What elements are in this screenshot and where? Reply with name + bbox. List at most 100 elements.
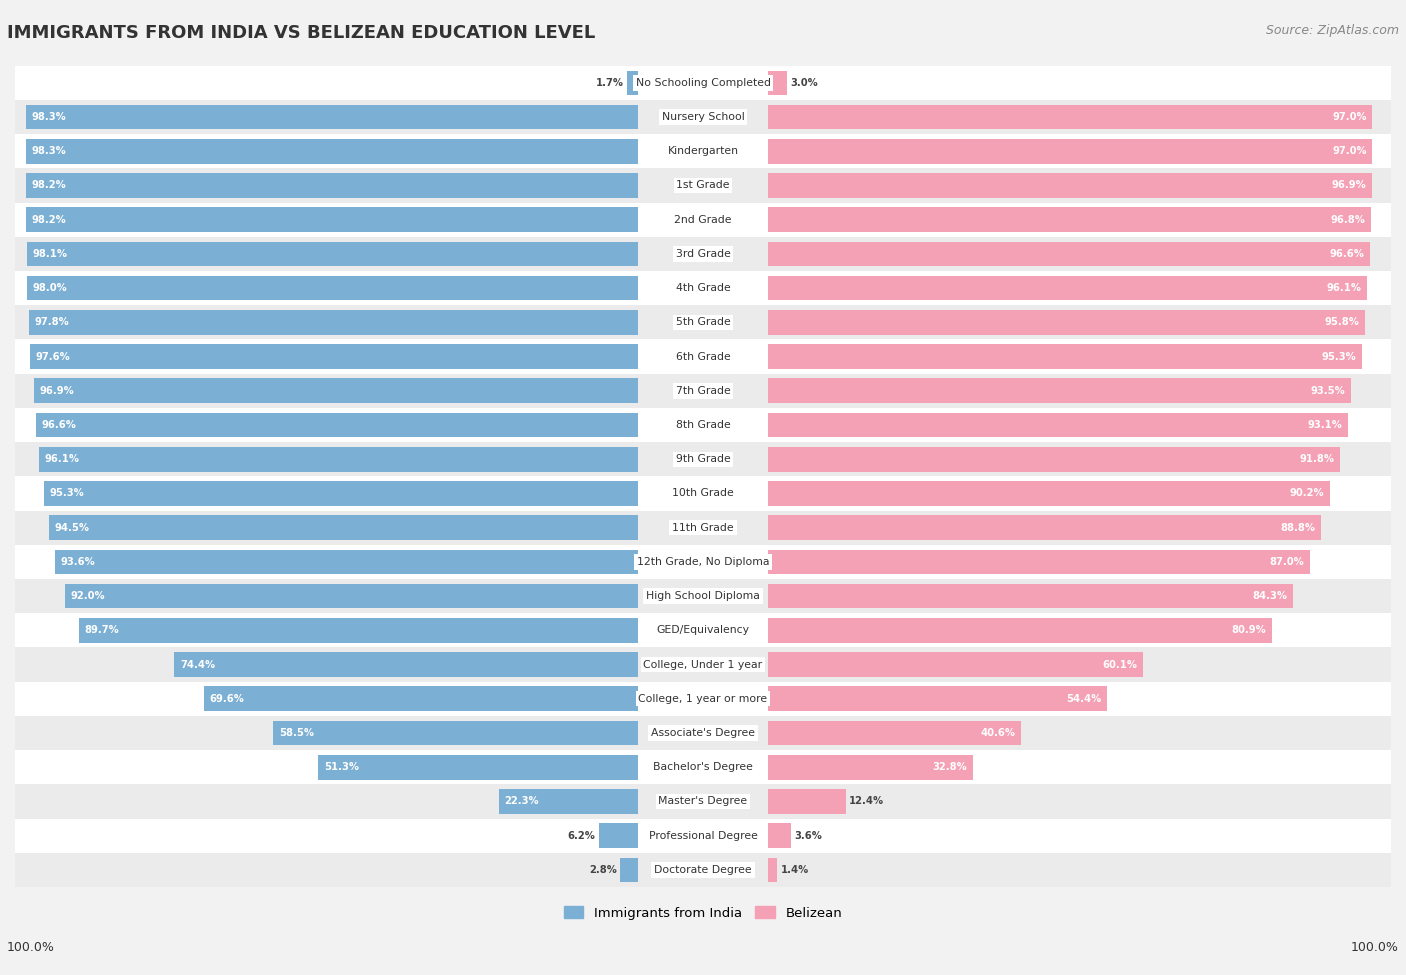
Text: 6th Grade: 6th Grade — [676, 352, 730, 362]
Text: Bachelor's Degree: Bachelor's Degree — [652, 762, 754, 772]
Bar — [15, 442, 1391, 477]
Text: 97.0%: 97.0% — [1333, 112, 1367, 122]
Text: 1.7%: 1.7% — [596, 78, 624, 88]
Bar — [15, 613, 1391, 647]
Bar — [768, 276, 1367, 300]
Bar — [174, 652, 638, 677]
Text: 3rd Grade: 3rd Grade — [675, 249, 731, 259]
Text: 87.0%: 87.0% — [1270, 557, 1305, 566]
Bar — [15, 65, 1391, 100]
Bar — [27, 242, 638, 266]
Text: 93.5%: 93.5% — [1310, 386, 1346, 396]
Text: 80.9%: 80.9% — [1232, 625, 1267, 636]
Text: 8th Grade: 8th Grade — [676, 420, 730, 430]
Bar — [768, 516, 1322, 540]
Text: 7th Grade: 7th Grade — [676, 386, 730, 396]
Text: 96.8%: 96.8% — [1330, 214, 1365, 224]
Bar — [15, 271, 1391, 305]
Text: Source: ZipAtlas.com: Source: ZipAtlas.com — [1265, 24, 1399, 37]
Text: 90.2%: 90.2% — [1289, 488, 1324, 498]
Bar — [768, 789, 845, 814]
Bar — [768, 721, 1021, 745]
Text: 97.8%: 97.8% — [34, 317, 69, 328]
Bar — [15, 784, 1391, 819]
Bar — [39, 447, 638, 472]
Text: 97.6%: 97.6% — [35, 352, 70, 362]
Text: 93.6%: 93.6% — [60, 557, 96, 566]
Bar — [768, 618, 1272, 643]
Text: 60.1%: 60.1% — [1102, 659, 1137, 670]
Bar — [27, 208, 638, 232]
Text: 1st Grade: 1st Grade — [676, 180, 730, 190]
Text: 40.6%: 40.6% — [980, 728, 1015, 738]
Text: 91.8%: 91.8% — [1299, 454, 1334, 464]
Text: 100.0%: 100.0% — [1351, 941, 1399, 954]
Bar — [15, 237, 1391, 271]
Bar — [768, 858, 778, 882]
Text: 95.8%: 95.8% — [1324, 317, 1360, 328]
Text: High School Diploma: High School Diploma — [647, 591, 759, 602]
Bar — [79, 618, 638, 643]
Text: Doctorate Degree: Doctorate Degree — [654, 865, 752, 875]
Bar — [15, 647, 1391, 682]
Bar — [15, 682, 1391, 716]
Text: 11th Grade: 11th Grade — [672, 523, 734, 532]
Text: 94.5%: 94.5% — [55, 523, 90, 532]
Text: 100.0%: 100.0% — [7, 941, 55, 954]
Bar — [15, 750, 1391, 784]
Text: Associate's Degree: Associate's Degree — [651, 728, 755, 738]
Bar — [44, 481, 638, 506]
Text: 54.4%: 54.4% — [1066, 694, 1101, 704]
Bar — [499, 789, 638, 814]
Bar — [15, 339, 1391, 373]
Bar — [25, 139, 638, 164]
Bar — [15, 819, 1391, 853]
Bar — [15, 477, 1391, 511]
Text: GED/Equivalency: GED/Equivalency — [657, 625, 749, 636]
Bar — [768, 310, 1365, 334]
Text: 98.3%: 98.3% — [31, 146, 66, 156]
Text: 96.9%: 96.9% — [39, 386, 75, 396]
Bar — [768, 686, 1107, 711]
Bar — [28, 310, 638, 334]
Bar — [28, 276, 638, 300]
Bar — [15, 305, 1391, 339]
Text: 98.0%: 98.0% — [32, 283, 67, 293]
Bar — [55, 550, 638, 574]
Text: No Schooling Completed: No Schooling Completed — [636, 78, 770, 88]
Text: 92.0%: 92.0% — [70, 591, 105, 602]
Text: 89.7%: 89.7% — [84, 625, 120, 636]
Bar — [37, 412, 638, 438]
Bar — [27, 174, 638, 198]
Text: 3.0%: 3.0% — [790, 78, 818, 88]
Bar — [15, 853, 1391, 887]
Text: 93.1%: 93.1% — [1308, 420, 1343, 430]
Text: 95.3%: 95.3% — [1322, 352, 1357, 362]
Text: 96.1%: 96.1% — [45, 454, 80, 464]
Text: 10th Grade: 10th Grade — [672, 488, 734, 498]
Bar — [599, 823, 638, 848]
Text: 32.8%: 32.8% — [932, 762, 967, 772]
Text: 96.9%: 96.9% — [1331, 180, 1367, 190]
Text: 96.6%: 96.6% — [1330, 249, 1364, 259]
Text: 95.3%: 95.3% — [49, 488, 84, 498]
Text: 5th Grade: 5th Grade — [676, 317, 730, 328]
Text: 2nd Grade: 2nd Grade — [675, 214, 731, 224]
Text: 98.2%: 98.2% — [32, 180, 66, 190]
Legend: Immigrants from India, Belizean: Immigrants from India, Belizean — [558, 901, 848, 925]
Text: 97.0%: 97.0% — [1333, 146, 1367, 156]
Text: Professional Degree: Professional Degree — [648, 831, 758, 840]
Text: 22.3%: 22.3% — [505, 797, 538, 806]
Bar — [25, 104, 638, 130]
Bar — [15, 545, 1391, 579]
Bar — [768, 378, 1351, 403]
Text: 12th Grade, No Diploma: 12th Grade, No Diploma — [637, 557, 769, 566]
Bar — [15, 169, 1391, 203]
Text: 98.3%: 98.3% — [31, 112, 66, 122]
Bar — [768, 584, 1294, 608]
Bar — [65, 584, 638, 608]
Bar — [768, 652, 1143, 677]
Bar — [768, 447, 1340, 472]
Text: 2.8%: 2.8% — [589, 865, 617, 875]
Bar — [768, 344, 1362, 369]
